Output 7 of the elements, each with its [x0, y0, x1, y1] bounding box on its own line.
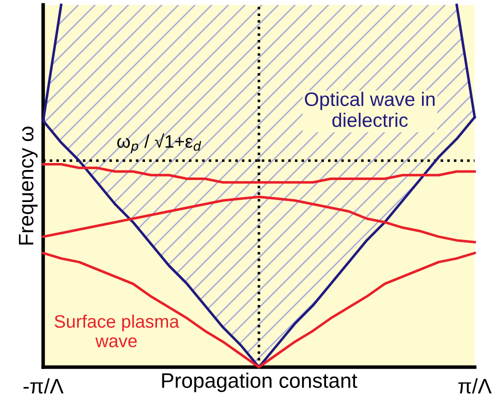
series-label: Optical wave in dielectric: [304, 92, 435, 128]
x-tick-label: π/Λ: [458, 378, 492, 394]
x-axis-title: Propagation constant: [162, 372, 358, 392]
series-label: Surface plasma wave: [54, 314, 180, 348]
x-tick-label: -π/Λ: [24, 378, 64, 394]
y-axis-title: Frequency ω: [18, 126, 38, 245]
ref-line-label: ω$_{p}$ / √1+ε$_{d}$: [117, 133, 202, 154]
